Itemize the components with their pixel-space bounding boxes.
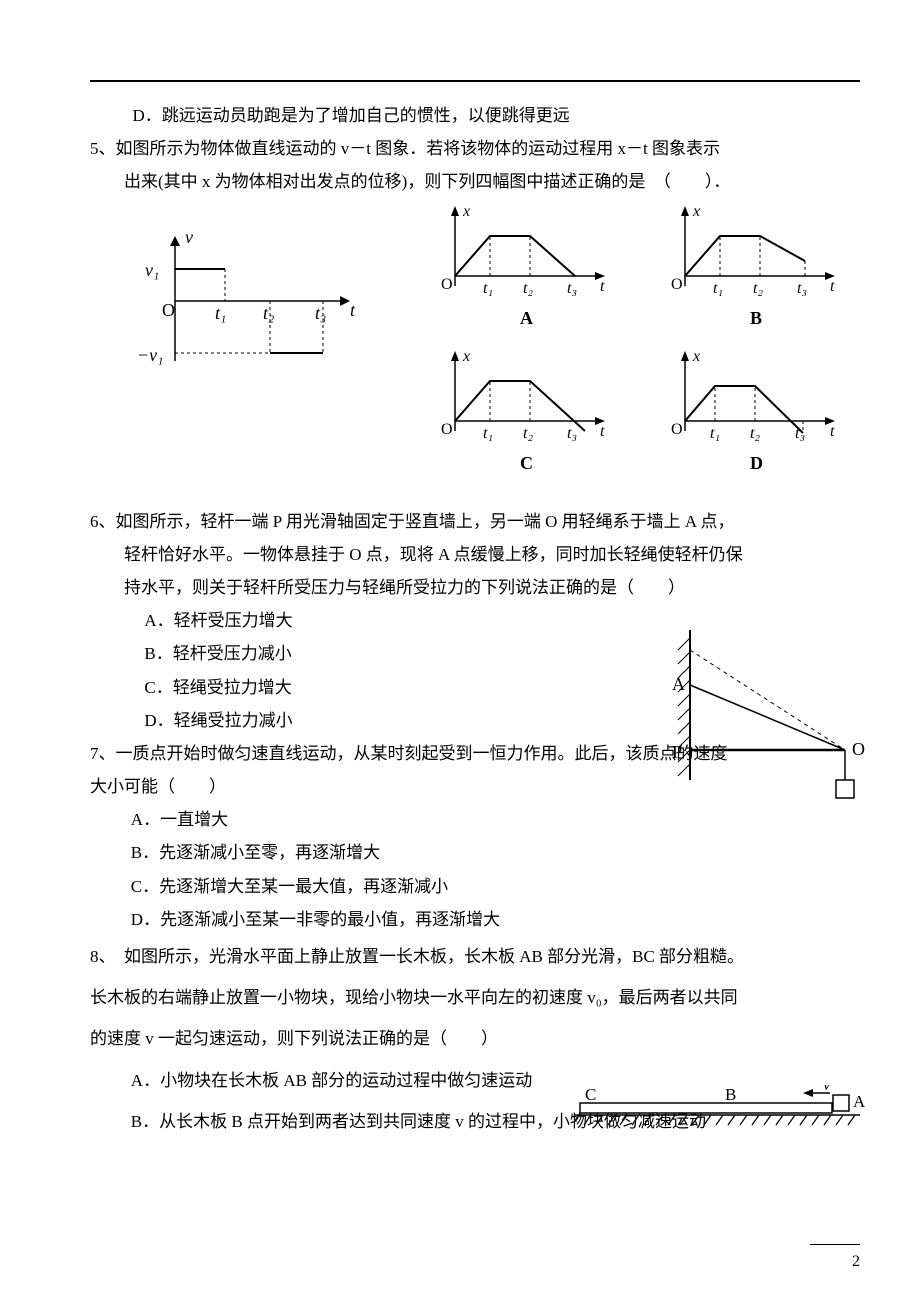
q6-stem2: 轻杆恰好水平。一物体悬挂于 O 点，现将 A 点缓慢上移，同时加长轻绳使轻杆仍保 <box>90 541 860 568</box>
q5-stem1-text: 如图所示为物体做直线运动的 v－t 图象．若将该物体的运动过程用 x－t 图象表… <box>116 139 720 158</box>
svg-text:O: O <box>671 421 683 438</box>
svg-text:x: x <box>692 206 700 220</box>
svg-text:t₁: t₁ <box>215 303 226 323</box>
q7-D: D．先逐渐减小至某一非零的最小值，再逐渐增大 <box>90 906 860 933</box>
svg-text:t₂: t₂ <box>750 425 760 442</box>
q6-stem1-text: 如图所示，轻杆一端 P 用光滑轴固定于竖直墙上，另一端 O 用轻绳系于墙上 A … <box>116 512 735 531</box>
svg-text:P: P <box>672 742 682 762</box>
svg-text:C: C <box>585 1085 596 1104</box>
svg-text:A: A <box>520 308 533 328</box>
page: D．跳远运动员助跑是为了增加自己的惯性，以便跳得更远 5、如图所示为物体做直线运… <box>0 0 920 1300</box>
svg-text:v₁: v₁ <box>145 260 159 280</box>
svg-text:B: B <box>725 1085 736 1104</box>
svg-text:t: t <box>830 423 835 440</box>
svg-text:t₂: t₂ <box>523 425 533 442</box>
svg-text:v: v <box>823 1085 831 1094</box>
page-number: 2 <box>852 1249 860 1275</box>
q8-stem3: 的速度 v 一起匀速运动，则下列说法正确的是（ ） <box>90 1025 860 1052</box>
q8-stem1: 8、 如图所示，光滑水平面上静止放置一长木板，长木板 AB 部分光滑，BC 部分… <box>90 943 860 970</box>
svg-text:D: D <box>750 453 763 473</box>
q5-num: 5、 <box>90 139 116 158</box>
q6-options: A．轻杆受压力增大 B．轻杆受压力减小 C．轻绳受拉力增大 D．轻绳受拉力减小 <box>90 607 610 734</box>
svg-text:t: t <box>600 423 605 440</box>
q8-num: 8、 <box>90 947 107 966</box>
q6-B: B．轻杆受压力减小 <box>90 640 610 667</box>
svg-text:t₂: t₂ <box>263 303 274 323</box>
svg-text:B: B <box>750 308 762 328</box>
svg-text:t₂: t₂ <box>753 280 763 297</box>
svg-text:t₂: t₂ <box>523 280 533 297</box>
svg-text:t: t <box>350 300 356 320</box>
svg-text:t₁: t₁ <box>483 280 493 297</box>
content: D．跳远运动员助跑是为了增加自己的惯性，以便跳得更远 5、如图所示为物体做直线运… <box>90 102 860 1135</box>
svg-text:O: O <box>441 421 453 438</box>
pagenum-rule <box>810 1244 860 1245</box>
q5-svg: v t O v₁ −v₁ t₁ t₂ t <box>95 206 855 496</box>
q5-stem2: 出来(其中 x 为物体相对出发点的位移)，则下列四幅图中描述正确的是 （ ）． <box>90 168 860 195</box>
q7-stem1-text: 一质点开始时做匀速直线运动，从某时刻起受到一恒力作用。此后，该质点的速度 <box>116 744 728 763</box>
q6-num: 6、 <box>90 512 116 531</box>
svg-text:t₁: t₁ <box>710 425 720 442</box>
svg-text:t₃: t₃ <box>797 280 807 297</box>
q6-A: A．轻杆受压力增大 <box>90 607 610 634</box>
svg-text:t₃: t₃ <box>567 425 577 442</box>
svg-text:C: C <box>520 453 533 473</box>
svg-text:−v₁: −v₁ <box>137 345 163 365</box>
svg-text:O: O <box>852 739 865 759</box>
svg-text:x: x <box>692 348 700 365</box>
q7-C: C．先逐渐增大至某一最大值，再逐渐减小 <box>90 873 860 900</box>
q6-figure: A P O <box>660 630 870 828</box>
q6-stem3: 持水平，则关于轻杆所受压力与轻绳所受拉力的下列说法正确的是（ ） <box>90 574 860 601</box>
svg-text:x: x <box>462 206 470 220</box>
svg-text:t₃: t₃ <box>567 280 577 297</box>
q6-C: C．轻绳受拉力增大 <box>90 674 610 701</box>
svg-text:x: x <box>462 348 470 365</box>
svg-text:t₁: t₁ <box>713 280 723 297</box>
q5-stem1: 5、如图所示为物体做直线运动的 v－t 图象．若将该物体的运动过程用 x－t 图… <box>90 135 860 162</box>
q6-stem1: 6、如图所示，轻杆一端 P 用光滑轴固定于竖直墙上，另一端 O 用轻绳系于墙上 … <box>90 508 860 535</box>
svg-text:A: A <box>672 674 685 694</box>
q6-D: D．轻绳受拉力减小 <box>90 707 610 734</box>
svg-text:O: O <box>441 276 453 293</box>
svg-text:A: A <box>853 1092 865 1111</box>
svg-text:t: t <box>600 278 605 295</box>
q5-figures: v t O v₁ −v₁ t₁ t₂ t <box>90 206 860 496</box>
svg-text:t₃: t₃ <box>315 303 326 323</box>
svg-text:v: v <box>185 227 193 247</box>
q8-figure: v C B A <box>575 1085 865 1148</box>
q4-opt-D: D．跳远运动员助跑是为了增加自己的惯性，以便跳得更远 <box>90 102 860 129</box>
svg-text:t: t <box>830 278 835 295</box>
q7-num: 7、 <box>90 744 116 763</box>
q8-stem1-text: 如图所示，光滑水平面上静止放置一长木板，长木板 AB 部分光滑，BC 部分粗糙。 <box>107 947 744 966</box>
top-rule <box>90 80 860 82</box>
svg-text:t₁: t₁ <box>483 425 493 442</box>
q8-stem2: 长木板的右端静止放置一小物块，现给小物块一水平向左的初速度 v₀，最后两者以共同 <box>90 984 860 1011</box>
q7-B: B．先逐渐减小至零，再逐渐增大 <box>90 839 860 866</box>
svg-text:O: O <box>162 300 175 320</box>
svg-text:O: O <box>671 276 683 293</box>
